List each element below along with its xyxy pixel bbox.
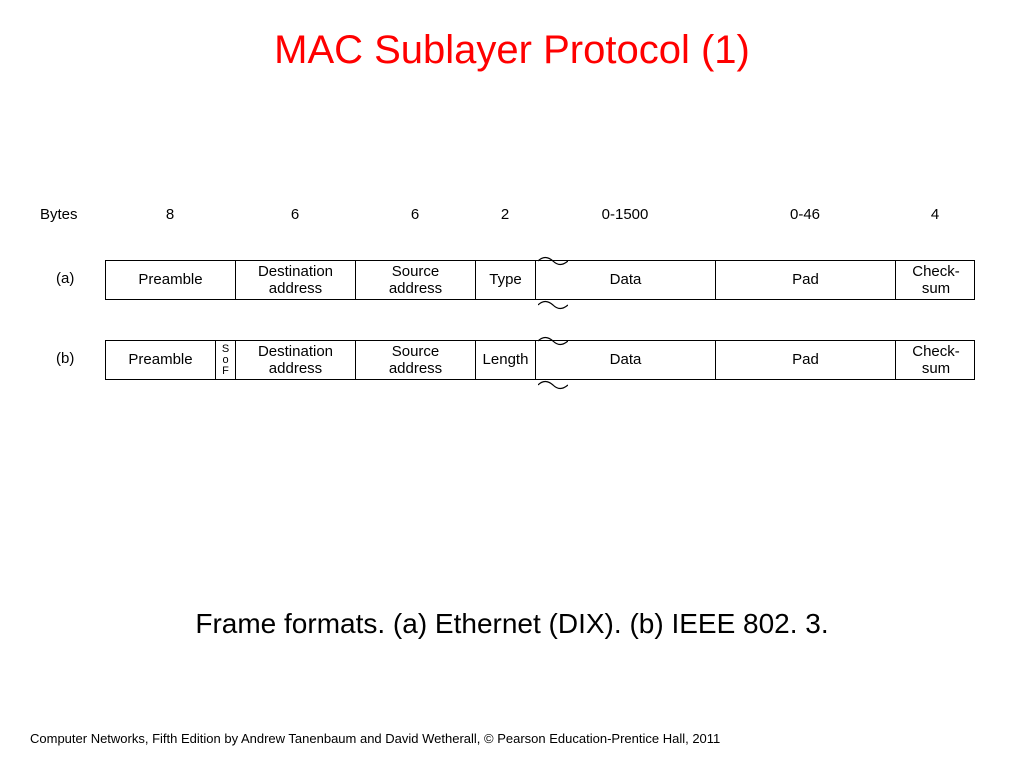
- frame-cell: Pad: [716, 261, 896, 299]
- frame-cell: Source address: [356, 341, 476, 379]
- frame-cell: Destination address: [236, 341, 356, 379]
- byte-count: 0-1500: [535, 206, 715, 223]
- frame-cell: Preamble: [106, 341, 216, 379]
- frame-cell: Check- sum: [896, 261, 976, 299]
- byte-count: 6: [235, 206, 355, 223]
- byte-count: 8: [105, 206, 235, 223]
- byte-count: 4: [895, 206, 975, 223]
- break-mark-icon: [538, 298, 568, 312]
- frame-cell: Check- sum: [896, 341, 976, 379]
- row-b-label: (b): [56, 350, 74, 367]
- break-mark-icon: [538, 334, 568, 348]
- frame-cell: Destination address: [236, 261, 356, 299]
- frame-cell: Pad: [716, 341, 896, 379]
- break-mark-icon: [538, 378, 568, 392]
- byte-count: 0-46: [715, 206, 895, 223]
- byte-count: 2: [475, 206, 535, 223]
- footer-credit: Computer Networks, Fifth Edition by Andr…: [30, 731, 720, 746]
- page-title: MAC Sublayer Protocol (1): [0, 28, 1024, 73]
- frame-cell: Source address: [356, 261, 476, 299]
- figure-caption: Frame formats. (a) Ethernet (DIX). (b) I…: [0, 608, 1024, 640]
- break-mark-icon: [538, 254, 568, 268]
- bytes-label: Bytes: [40, 206, 78, 223]
- frame-cell: Type: [476, 261, 536, 299]
- byte-count: 6: [355, 206, 475, 223]
- frame-cell: Length: [476, 341, 536, 379]
- frame-cell-sof: S o F: [216, 341, 236, 379]
- row-a-label: (a): [56, 270, 74, 287]
- frame-cell: Preamble: [106, 261, 236, 299]
